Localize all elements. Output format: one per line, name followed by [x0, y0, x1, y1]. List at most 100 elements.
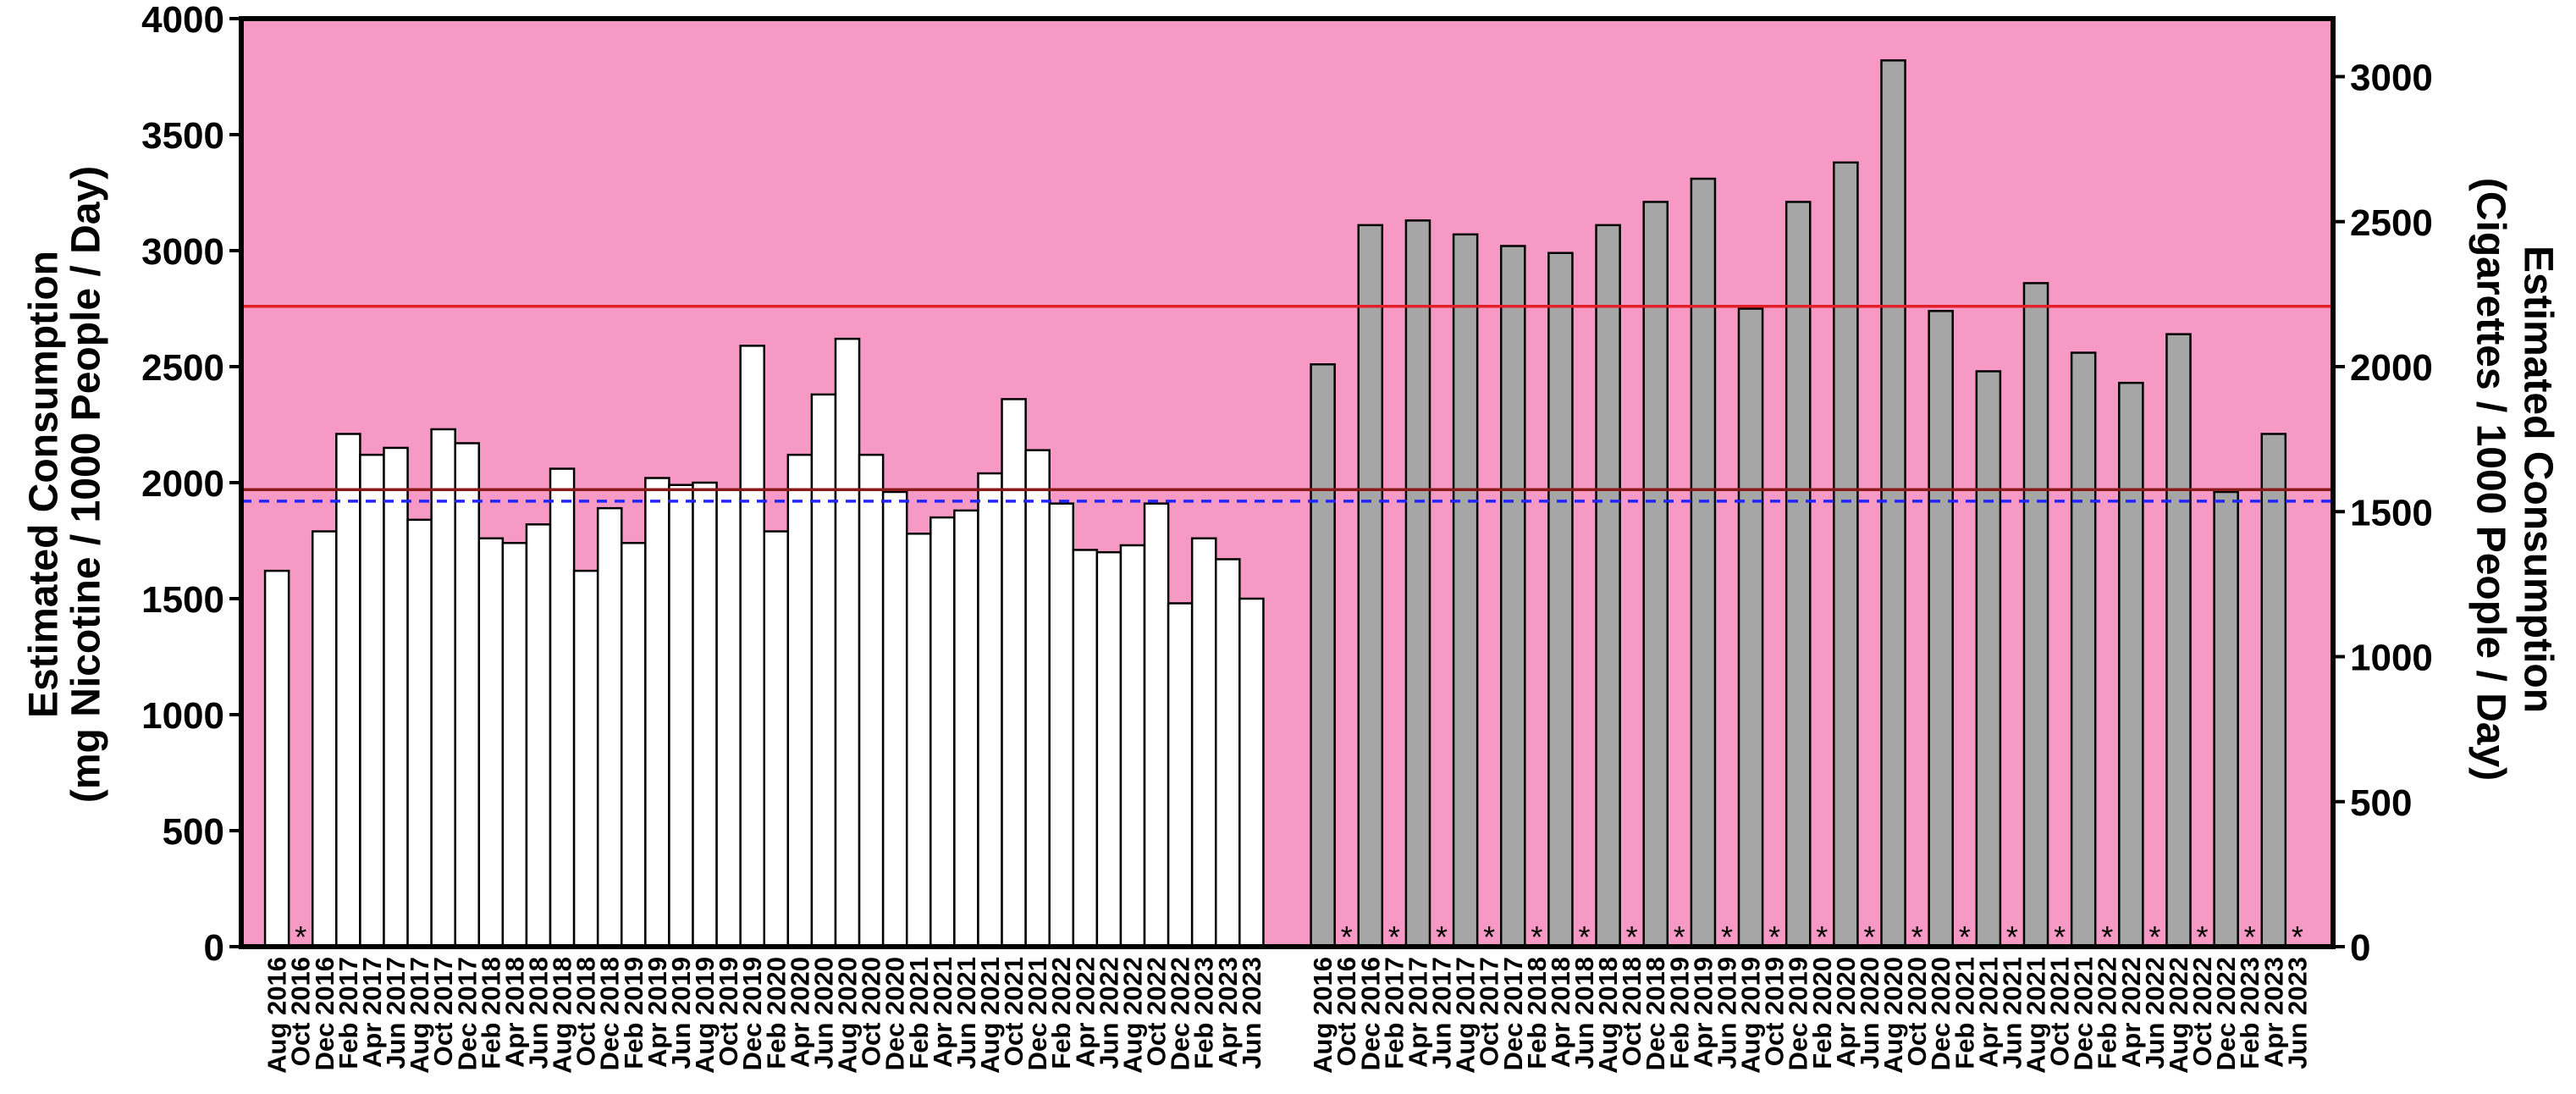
bar: [929, 516, 956, 948]
x-tick-label: Oct 2022: [2187, 957, 2217, 1066]
x-tick-label: Jun 2017: [381, 957, 411, 1069]
x-tick-label: Jun 2022: [1094, 957, 1123, 1069]
bar: [1737, 307, 1764, 948]
bar: [739, 345, 766, 948]
bar: [1357, 224, 1384, 948]
x-tick-label: Dec 2022: [1166, 957, 1195, 1070]
bar: [1690, 177, 1717, 948]
x-tick-label: Feb 2018: [476, 957, 505, 1069]
x-tick-label: Apr 2018: [499, 957, 529, 1068]
x-tick-label: Aug 2017: [405, 957, 434, 1074]
x-tick-label: Oct 2018: [1617, 957, 1647, 1066]
reference-lines: [241, 305, 2333, 503]
y-tick-label-right: 1000: [2350, 638, 2433, 679]
bar: [953, 509, 979, 948]
x-tick-label: Oct 2020: [857, 957, 886, 1066]
x-tick-label: Apr 2022: [1070, 957, 1100, 1068]
left-axis-title-line-1: Estimated Consumption: [22, 251, 67, 718]
y-tick-label-left: 0: [204, 927, 224, 969]
bar: [501, 541, 528, 948]
bar: [263, 569, 290, 948]
bar: [1642, 201, 1669, 948]
bar: [430, 428, 456, 948]
y-tick-label-right: 1500: [2350, 492, 2433, 533]
x-tick-label: Apr 2023: [1213, 957, 1243, 1068]
bar: [1404, 219, 1431, 948]
bar: [311, 530, 338, 948]
x-tick-label: Jun 2020: [808, 957, 838, 1069]
x-tick-label: Aug 2017: [1451, 957, 1481, 1074]
x-tick-label: Aug 2019: [1736, 957, 1766, 1074]
x-tick-label: Apr 2021: [1973, 957, 2003, 1068]
x-tick-label: Jun 2023: [2282, 957, 2312, 1069]
x-tick-label: Aug 2021: [975, 957, 1005, 1074]
bar: [1499, 245, 1526, 948]
bar: [596, 506, 623, 948]
x-tick-label: Apr 2017: [1403, 957, 1432, 1068]
y-tick-label-left: 500: [163, 811, 224, 853]
x-tick-label: Feb 2020: [761, 957, 791, 1069]
x-tick-label: Jun 2018: [523, 957, 553, 1069]
bar: [525, 523, 552, 948]
x-tick-label: Aug 2018: [548, 957, 577, 1074]
bar: [668, 483, 694, 948]
bar: [454, 442, 481, 948]
x-tick-label: Oct 2019: [1760, 957, 1790, 1066]
right-axis-title-line-1: Estimated Consumption: [2516, 246, 2561, 713]
x-tick-label: Dec 2017: [1498, 957, 1528, 1070]
x-tick-label: Oct 2020: [1902, 957, 1932, 1066]
x-tick-label: Oct 2018: [571, 957, 601, 1066]
x-tick-label: Aug 2018: [1593, 957, 1623, 1074]
bar: [1784, 201, 1812, 948]
x-tick-label: Apr 2019: [1688, 957, 1718, 1068]
x-tick-label: Feb 2021: [1950, 957, 1979, 1069]
bar: [763, 530, 790, 948]
x-tick-label: Dec 2021: [2069, 957, 2099, 1070]
x-tick-label: Dec 2019: [737, 957, 767, 1070]
x-tick-label: Dec 2022: [2211, 957, 2241, 1070]
y-tick-label-right: 0: [2350, 927, 2370, 969]
bar: [881, 490, 908, 948]
x-tick-label: Apr 2019: [643, 957, 672, 1068]
x-tick-label: Aug 2016: [1308, 957, 1338, 1074]
x-tick-label: Oct 2017: [1475, 957, 1504, 1066]
y-tick-label-left: 4000: [141, 0, 224, 41]
left-axis-title-line-2: (mg Nicotine / 1000 People / Day): [64, 166, 109, 803]
bar: [786, 453, 814, 948]
bar: [1833, 161, 1859, 948]
x-tick-label: Apr 2018: [1546, 957, 1575, 1068]
x-tick-label: Dec 2018: [1641, 957, 1670, 1070]
x-tick-label: Feb 2022: [2093, 957, 2122, 1069]
x-tick-label: Oct 2016: [1332, 957, 1361, 1066]
bar: [2165, 333, 2192, 948]
bar: [359, 453, 385, 948]
x-tick-label: Jun 2020: [1855, 957, 1884, 1069]
bar: [2260, 433, 2287, 948]
bar: [549, 467, 576, 948]
x-tick-label: Dec 2020: [880, 957, 910, 1070]
x-tick-label: Jun 2019: [1712, 957, 1741, 1069]
x-tick-label: Dec 2018: [595, 957, 625, 1070]
bar: [1238, 597, 1265, 948]
x-tick-label: Feb 2017: [1379, 957, 1409, 1069]
x-tick-label: Feb 2023: [2235, 957, 2264, 1069]
x-tick-label: Jun 2023: [1237, 957, 1266, 1069]
x-tick-label: Dec 2021: [1023, 957, 1052, 1070]
bar: [572, 569, 599, 948]
bar: [977, 472, 1003, 948]
x-tick-label: Dec 2017: [452, 957, 482, 1070]
x-tick-label: Apr 2020: [1831, 957, 1861, 1068]
bar: [406, 518, 433, 948]
bar: [2070, 351, 2097, 948]
bar: [1001, 398, 1027, 948]
bar: [2213, 490, 2239, 948]
y-tick-label-left: 3500: [141, 115, 224, 157]
x-tick-label: Oct 2021: [999, 957, 1029, 1066]
x-tick-label: Jun 2021: [952, 957, 981, 1069]
x-tick-label: Aug 2020: [833, 957, 863, 1074]
x-tick-label: Apr 2023: [2259, 957, 2288, 1068]
bar: [1547, 251, 1574, 948]
bar: [715, 488, 742, 948]
